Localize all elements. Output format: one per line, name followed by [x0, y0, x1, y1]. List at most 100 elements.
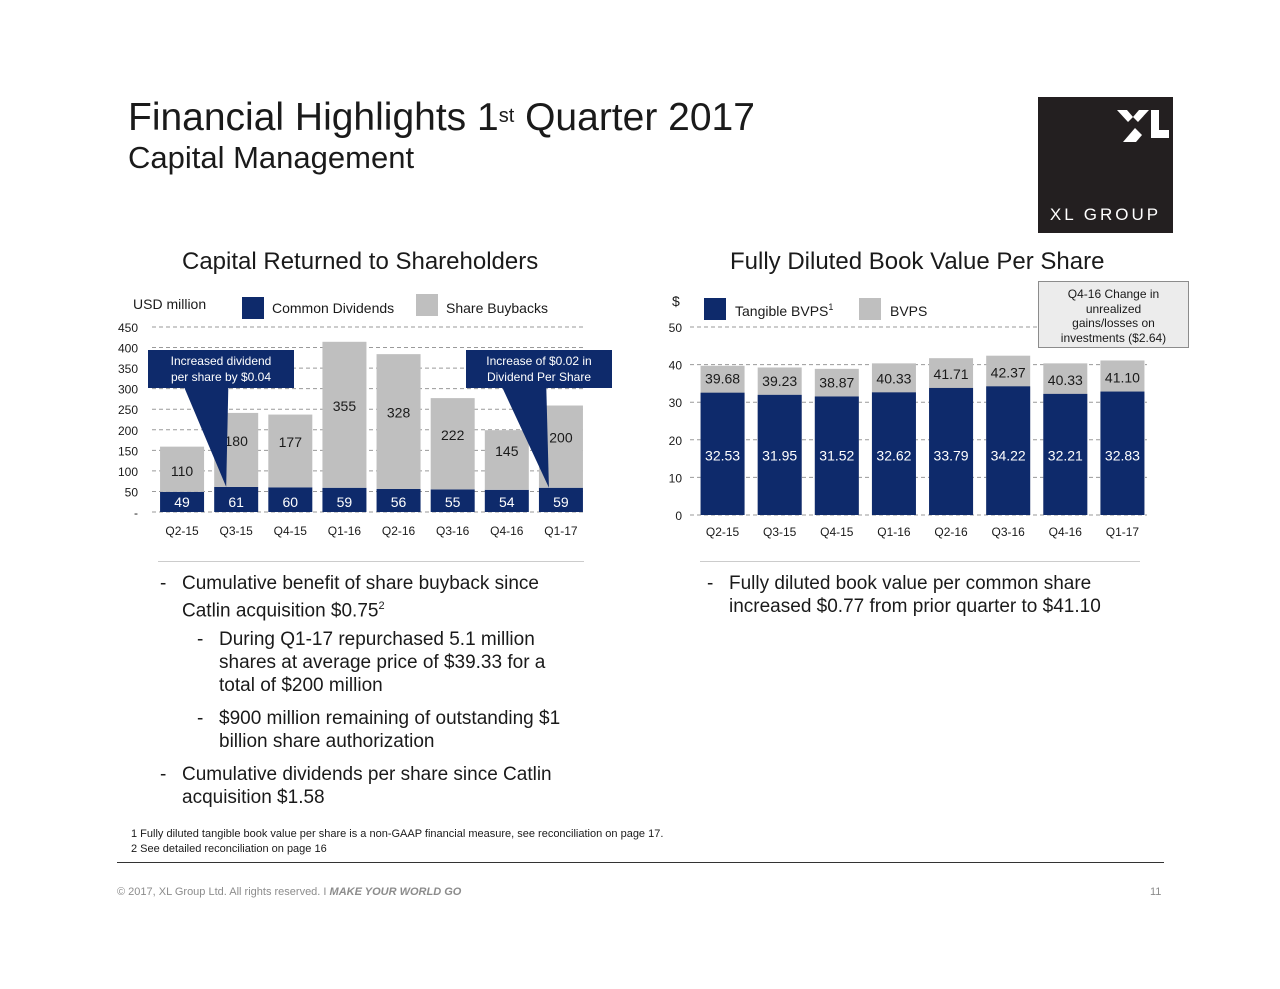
xl-logo-mark-icon — [1117, 110, 1169, 142]
y-tick-label: 350 — [118, 362, 138, 376]
divider-left — [158, 561, 584, 562]
data-label-dividends: 56 — [391, 494, 407, 510]
legend-swatch-bvps — [859, 298, 881, 320]
bar-common-dividends — [484, 489, 529, 512]
data-label-tangible-bvps: 34.22 — [991, 447, 1026, 463]
data-label-tangible-bvps: 32.53 — [705, 447, 740, 463]
data-label-dividends: 61 — [228, 494, 244, 510]
subbullet-authorization: - $900 million remaining of outstanding … — [197, 707, 561, 753]
bullet-text: $900 million remaining of outstanding $1 — [219, 708, 561, 730]
callout-text: Dividend Per Share — [487, 370, 591, 384]
bullet-text: Cumulative dividends per share since Cat… — [182, 764, 552, 786]
title-superscript: st — [498, 105, 515, 127]
x-tick-label: Q3-15 — [220, 524, 254, 538]
legend-swatch-tangible-bvps — [704, 298, 726, 320]
note-line: Q4-16 Change in — [1067, 287, 1160, 301]
title-main: Financial Highlights 1 — [128, 96, 499, 139]
unit-label: USD million — [133, 296, 206, 312]
bullet-dash: - — [160, 573, 167, 594]
bar-common-dividends — [214, 486, 259, 512]
logo-text: XL GROUP — [1049, 205, 1162, 224]
x-tick-label: Q4-15 — [820, 525, 854, 539]
data-label-bvps: 40.33 — [876, 370, 911, 386]
data-label-bvps: 40.33 — [1048, 372, 1083, 388]
data-label-buybacks: 222 — [441, 427, 465, 443]
x-tick-label: Q2-16 — [382, 524, 416, 538]
y-tick-label: 50 — [669, 321, 683, 335]
data-label-tangible-bvps: 32.83 — [1105, 447, 1140, 463]
note-line: unrealized — [1085, 301, 1142, 316]
bar-share-buybacks — [484, 430, 529, 490]
x-tick-label: Q2-16 — [934, 525, 968, 539]
bar-common-dividends — [430, 489, 475, 512]
y-tick-label: 150 — [118, 444, 138, 458]
callout-pointer — [184, 388, 229, 487]
y-tick-label: 250 — [118, 403, 138, 417]
slide-title: Financial Highlights 1st Quarter 2017 — [128, 96, 755, 140]
x-tick-label: Q1-17 — [544, 524, 578, 538]
y-tick-label: 10 — [669, 471, 683, 485]
footnote-ref: 2 — [378, 600, 385, 612]
data-label-tangible-bvps: 32.62 — [876, 447, 911, 463]
footnote-ref: 1 — [828, 302, 833, 312]
bullet-dash: - — [197, 708, 204, 730]
x-tick-label: Q3-16 — [992, 525, 1026, 539]
bullet-dash: - — [707, 573, 714, 594]
y-tick-label: 0 — [675, 509, 682, 523]
bar-share-buybacks — [322, 341, 367, 488]
bar-tangible-bvps — [1043, 393, 1088, 515]
xl-group-logo — [1038, 97, 1173, 233]
slide-subtitle: Capital Management — [128, 140, 415, 175]
y-tick-label: 200 — [118, 424, 138, 438]
footnote-1: 1 Fully diluted tangible book value per … — [131, 828, 664, 840]
chart1-title: Capital Returned to Shareholders — [182, 248, 539, 275]
bullet-text: increased $0.77 from prior quarter to $4… — [729, 596, 1101, 617]
data-label-bvps: 41.71 — [934, 366, 969, 382]
data-label-buybacks: 177 — [279, 434, 303, 450]
callout-text: Increase of $0.02 in — [486, 354, 591, 368]
page-number: 11 — [1150, 886, 1162, 898]
x-tick-label: Q3-16 — [436, 524, 470, 538]
bullet-text: Cumulative benefit of share buyback sinc… — [182, 573, 539, 594]
bar-share-buybacks — [268, 414, 313, 488]
bullet-text: Catlin acquisition $0.75 — [182, 600, 379, 622]
data-label-bvps: 42.37 — [991, 364, 1026, 380]
data-label-dividends: 55 — [445, 494, 461, 510]
bullet-dash: - — [197, 629, 204, 651]
note-line: investments ($2.64) — [1060, 330, 1167, 345]
bar-tangible-bvps — [814, 396, 859, 515]
data-label-tangible-bvps: 33.79 — [934, 447, 969, 463]
bullet-book-value: - Fully diluted book value per common sh… — [707, 572, 1101, 618]
y-tick-label: - — [134, 506, 138, 520]
y-tick-label: 50 — [125, 485, 139, 499]
bullet-text: acquisition $1.58 — [182, 787, 325, 809]
callout-text: Increased dividend — [171, 354, 272, 368]
data-label-buybacks: 145 — [495, 443, 519, 459]
bar-tangible-bvps — [700, 392, 745, 515]
y-tick-label: 30 — [669, 396, 683, 410]
bullet-text: Fully diluted book value per common shar… — [729, 573, 1092, 594]
data-label-buybacks: 110 — [171, 463, 194, 479]
subbullet-repurchase: - During Q1-17 repurchased 5.1 million s… — [197, 628, 560, 697]
bar-tangible-bvps — [1100, 391, 1145, 515]
x-tick-label: Q4-16 — [1049, 525, 1083, 539]
data-label-tangible-bvps: 31.52 — [819, 447, 854, 463]
data-label-dividends: 54 — [499, 494, 515, 510]
footnote-2: 2 See detailed reconciliation on page 16 — [131, 843, 327, 855]
bar-common-dividends — [376, 488, 421, 512]
bullet-text: total of $200 million — [219, 675, 383, 697]
x-tick-label: Q2-15 — [706, 525, 740, 539]
unit-label: $ — [672, 293, 680, 309]
bar-common-dividends — [538, 487, 583, 512]
y-tick-label: 100 — [118, 465, 138, 479]
bar-tangible-bvps — [757, 394, 802, 515]
legend-label-share-buybacks: Share Buybacks — [446, 300, 548, 316]
bullet-dash: - — [160, 764, 167, 786]
bar-share-buybacks — [430, 398, 475, 490]
data-label-dividends: 59 — [337, 494, 353, 510]
x-tick-label: Q1-16 — [328, 524, 362, 538]
legend-label-bvps: BVPS — [890, 303, 927, 319]
data-label-tangible-bvps: 32.21 — [1048, 447, 1083, 463]
data-label-dividends: 59 — [553, 494, 569, 510]
y-tick-label: 40 — [669, 359, 683, 373]
